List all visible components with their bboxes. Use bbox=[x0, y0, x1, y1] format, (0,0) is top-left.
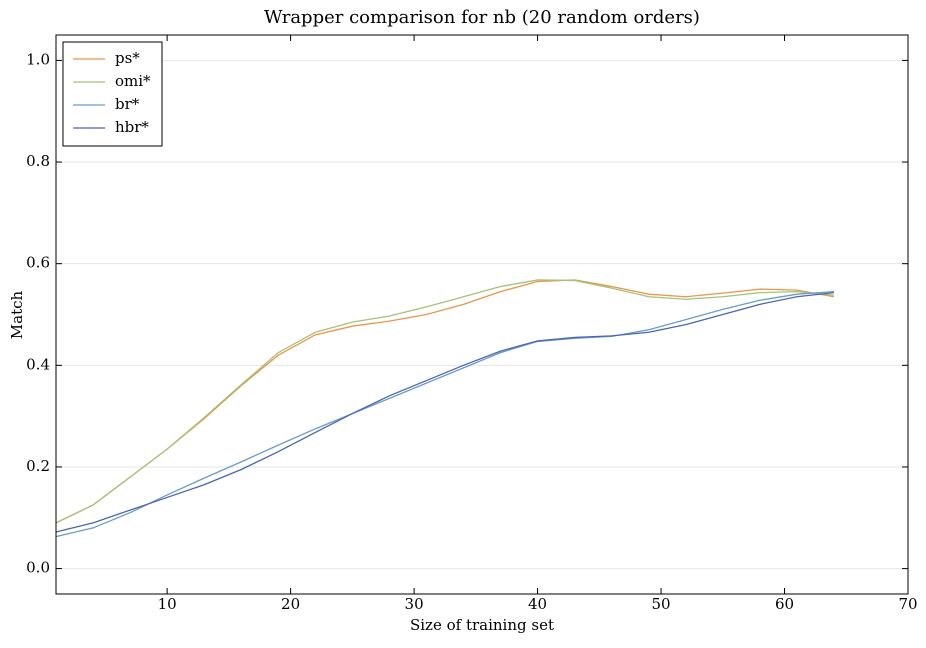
x-tick-label: 20 bbox=[281, 595, 300, 613]
line-series bbox=[55, 290, 834, 538]
y-tick-label: 0.8 bbox=[26, 152, 50, 170]
legend-frame bbox=[62, 41, 163, 147]
plot-frame bbox=[55, 34, 909, 595]
y-tick-label: 1.0 bbox=[26, 50, 50, 68]
legend-label: hbr* bbox=[115, 118, 149, 136]
legend-label: br* bbox=[115, 95, 140, 113]
legend: ps* omi* br* hbr* bbox=[62, 41, 163, 147]
y-axis-label: Match bbox=[8, 290, 26, 339]
x-tick-label: 10 bbox=[158, 595, 177, 613]
y-tick-label: 0.6 bbox=[26, 254, 50, 272]
y-tick-label: 0.2 bbox=[26, 457, 50, 475]
legend-label: ps* bbox=[115, 49, 140, 67]
x-axis-label: Size of training set bbox=[410, 616, 554, 634]
line-series bbox=[55, 279, 834, 524]
y-tick-label: 0.4 bbox=[26, 355, 50, 373]
x-tick-label: 30 bbox=[405, 595, 424, 613]
x-tick-label: 50 bbox=[651, 595, 670, 613]
chart-title: Wrapper comparison for nb (20 random ord… bbox=[264, 7, 700, 28]
legend-label: omi* bbox=[115, 72, 151, 90]
x-tick-label: 70 bbox=[898, 595, 917, 613]
x-tick-label: 40 bbox=[528, 595, 547, 613]
line-series bbox=[55, 292, 834, 533]
y-tick-label: 0.0 bbox=[26, 559, 50, 577]
x-tick-label: 60 bbox=[775, 595, 794, 613]
